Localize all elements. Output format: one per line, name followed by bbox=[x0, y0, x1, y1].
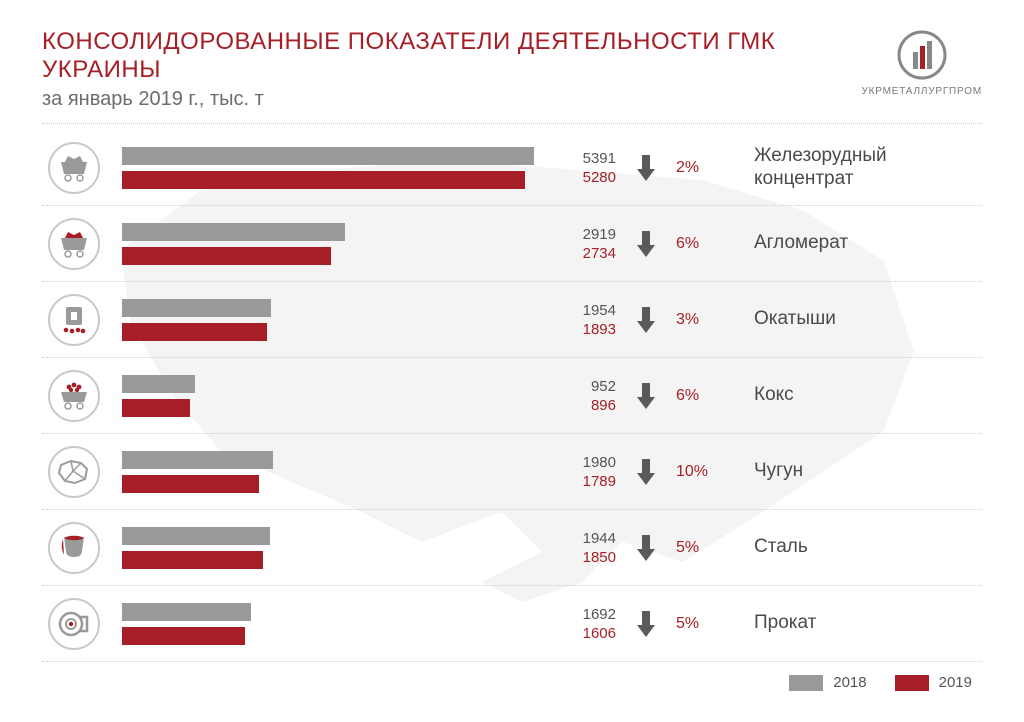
bars-cell bbox=[106, 603, 536, 645]
row-label: Агломерат bbox=[746, 232, 982, 255]
bar-2019 bbox=[122, 475, 259, 493]
bar-2019 bbox=[122, 399, 190, 417]
page-title: КОНСОЛИДОРОВАННЫЕ ПОКАЗАТЕЛИ ДЕЯТЕЛЬНОСТ… bbox=[42, 28, 861, 84]
value-2019: 896 bbox=[536, 397, 616, 414]
trend-arrow-down-icon bbox=[616, 305, 676, 335]
coil-icon bbox=[48, 598, 100, 650]
value-2019: 5280 bbox=[536, 169, 616, 186]
bar-2018 bbox=[122, 603, 251, 621]
row-label: Сталь bbox=[746, 536, 982, 559]
company-logo: УКРМЕТАЛЛУРГПРОМ bbox=[861, 28, 982, 97]
percent-change: 2% bbox=[676, 159, 746, 177]
trend-arrow-down-icon bbox=[616, 153, 676, 183]
bar-2018 bbox=[122, 223, 345, 241]
cart-coke-icon bbox=[48, 370, 100, 422]
data-row: 2919 2734 6% Агломерат bbox=[42, 206, 982, 282]
value-2019: 1850 bbox=[536, 549, 616, 566]
values-cell: 1944 1850 bbox=[536, 530, 616, 566]
bar-2019 bbox=[122, 551, 263, 569]
bar-2018 bbox=[122, 147, 534, 165]
data-row: 952 896 6% Кокс bbox=[42, 358, 982, 434]
cart-ore-gray-icon bbox=[48, 142, 100, 194]
value-2019: 1789 bbox=[536, 473, 616, 490]
bar-2018 bbox=[122, 299, 271, 317]
legend-label-2018: 2018 bbox=[833, 674, 866, 691]
row-icon-cell bbox=[42, 142, 106, 194]
trend-arrow-down-icon bbox=[616, 533, 676, 563]
data-rows: 5391 5280 2% Железорудный концентрат 291… bbox=[42, 130, 982, 662]
stones-icon bbox=[48, 446, 100, 498]
bar-2018 bbox=[122, 375, 195, 393]
trend-arrow-down-icon bbox=[616, 229, 676, 259]
bag-pellets-icon bbox=[48, 294, 100, 346]
bars-cell bbox=[106, 375, 536, 417]
values-cell: 952 896 bbox=[536, 378, 616, 414]
value-2018: 952 bbox=[536, 378, 616, 395]
legend-swatch-2018 bbox=[789, 675, 823, 691]
legend-item-2018: 2018 bbox=[789, 674, 866, 691]
data-row: 1944 1850 5% Сталь bbox=[42, 510, 982, 586]
ladle-icon bbox=[48, 522, 100, 574]
percent-change: 5% bbox=[676, 539, 746, 557]
bar-2019 bbox=[122, 627, 245, 645]
row-icon-cell bbox=[42, 446, 106, 498]
data-row: 1692 1606 5% Прокат bbox=[42, 586, 982, 662]
value-2018: 5391 bbox=[536, 150, 616, 167]
value-2019: 1606 bbox=[536, 625, 616, 642]
values-cell: 2919 2734 bbox=[536, 226, 616, 262]
logo-icon bbox=[895, 28, 949, 82]
infographic-page: КОНСОЛИДОРОВАННЫЕ ПОКАЗАТЕЛИ ДЕЯТЕЛЬНОСТ… bbox=[0, 0, 1024, 722]
row-label: Железорудный концентрат bbox=[746, 145, 982, 191]
bars-cell bbox=[106, 527, 536, 569]
values-cell: 1954 1893 bbox=[536, 302, 616, 338]
row-icon-cell bbox=[42, 522, 106, 574]
row-icon-cell bbox=[42, 294, 106, 346]
percent-change: 5% bbox=[676, 615, 746, 633]
percent-change: 3% bbox=[676, 311, 746, 329]
bar-2019 bbox=[122, 247, 331, 265]
bar-2019 bbox=[122, 171, 525, 189]
row-label: Чугун bbox=[746, 460, 982, 483]
header: КОНСОЛИДОРОВАННЫЕ ПОКАЗАТЕЛИ ДЕЯТЕЛЬНОСТ… bbox=[42, 28, 982, 124]
bar-2018 bbox=[122, 451, 273, 469]
percent-change: 6% bbox=[676, 387, 746, 405]
percent-change: 10% bbox=[676, 463, 746, 481]
values-cell: 5391 5280 bbox=[536, 150, 616, 186]
row-icon-cell bbox=[42, 218, 106, 270]
value-2019: 2734 bbox=[536, 245, 616, 262]
legend: 2018 2019 bbox=[42, 674, 982, 691]
trend-arrow-down-icon bbox=[616, 609, 676, 639]
row-icon-cell bbox=[42, 370, 106, 422]
values-cell: 1692 1606 bbox=[536, 606, 616, 642]
trend-arrow-down-icon bbox=[616, 381, 676, 411]
bars-cell bbox=[106, 299, 536, 341]
row-label: Окатыши bbox=[746, 308, 982, 331]
value-2019: 1893 bbox=[536, 321, 616, 338]
value-2018: 1692 bbox=[536, 606, 616, 623]
legend-label-2019: 2019 bbox=[939, 674, 972, 691]
value-2018: 1980 bbox=[536, 454, 616, 471]
data-row: 5391 5280 2% Железорудный концентрат bbox=[42, 130, 982, 206]
cart-ore-red-icon bbox=[48, 218, 100, 270]
logo-label: УКРМЕТАЛЛУРГПРОМ bbox=[861, 86, 982, 97]
legend-item-2019: 2019 bbox=[895, 674, 972, 691]
bars-cell bbox=[106, 451, 536, 493]
data-row: 1954 1893 3% Окатыши bbox=[42, 282, 982, 358]
row-label: Прокат bbox=[746, 612, 982, 635]
bar-2018 bbox=[122, 527, 270, 545]
row-icon-cell bbox=[42, 598, 106, 650]
values-cell: 1980 1789 bbox=[536, 454, 616, 490]
bars-cell bbox=[106, 223, 536, 265]
value-2018: 1944 bbox=[536, 530, 616, 547]
row-label: Кокс bbox=[746, 384, 982, 407]
value-2018: 2919 bbox=[536, 226, 616, 243]
data-row: 1980 1789 10% Чугун bbox=[42, 434, 982, 510]
trend-arrow-down-icon bbox=[616, 457, 676, 487]
bar-2019 bbox=[122, 323, 267, 341]
value-2018: 1954 bbox=[536, 302, 616, 319]
percent-change: 6% bbox=[676, 235, 746, 253]
bars-cell bbox=[106, 147, 536, 189]
page-subtitle: за январь 2019 г., тыс. т bbox=[42, 88, 861, 111]
legend-swatch-2019 bbox=[895, 675, 929, 691]
